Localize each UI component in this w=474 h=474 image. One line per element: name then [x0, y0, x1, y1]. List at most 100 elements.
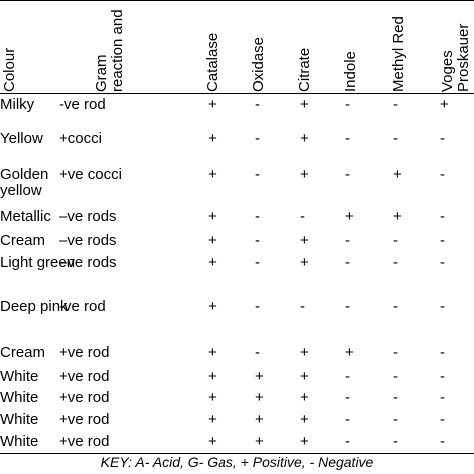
table-cell: +	[255, 433, 264, 450]
table-cell: +	[208, 208, 217, 225]
table-cell: +	[208, 411, 217, 428]
table-cell: +ve rod	[59, 389, 110, 406]
table-cell: +	[300, 368, 309, 385]
table-cell: –ve rods	[59, 208, 117, 225]
column-header-3: Oxidase	[250, 36, 267, 92]
table-cell: Light green	[0, 254, 76, 271]
header-bottom-rule	[0, 93, 474, 94]
table-cell: +	[300, 389, 309, 406]
table-cell: Deep pink	[0, 298, 68, 315]
table-cell: -	[440, 389, 445, 406]
column-header-4: Citrate	[296, 47, 313, 92]
table-cell: +	[440, 96, 449, 113]
table-cell: -	[440, 254, 445, 271]
table-cell: +ve rod	[59, 344, 110, 361]
table-bottom-rule	[0, 453, 474, 454]
table-cell: +	[208, 130, 217, 147]
table-cell: -	[440, 130, 445, 147]
table-cell: -ve rod	[59, 298, 106, 315]
table-cell: Cream	[0, 344, 46, 361]
column-header-1: Gram reaction and cell morphology	[94, 9, 122, 92]
table-cell: +	[345, 344, 354, 361]
table-cell: +	[300, 254, 309, 271]
table-cell: -	[300, 208, 305, 225]
table-cell: -	[393, 344, 398, 361]
table-cell: -	[255, 254, 260, 271]
table-cell: +	[300, 411, 309, 428]
table-cell: -ve rod	[59, 96, 106, 113]
table-cell: +	[393, 166, 402, 183]
table-cell: -	[345, 130, 350, 147]
table-cell: -	[345, 232, 350, 249]
table-cell: +	[208, 232, 217, 249]
table-cell: +	[300, 433, 309, 450]
table-cell: -	[255, 232, 260, 249]
column-header-0: Colour	[1, 47, 18, 92]
table-cell: +	[300, 166, 309, 183]
table-cell: +ve rod	[59, 433, 110, 450]
table-cell: +	[208, 96, 217, 113]
table-cell: +	[255, 368, 264, 385]
table-cell: -	[440, 208, 445, 225]
table-cell: -	[345, 166, 350, 183]
table-cell: Golden yellow	[0, 166, 49, 199]
table-cell: -	[255, 298, 260, 315]
column-header-2: Catalase	[204, 32, 221, 92]
table-cell: –ve rods	[59, 254, 117, 271]
table-cell: -	[255, 130, 260, 147]
table-cell: –ve rods	[59, 232, 117, 249]
table-cell: -	[393, 232, 398, 249]
table-cell: Yellow	[0, 130, 43, 147]
table-cell: Metallic	[0, 208, 51, 225]
table-cell: Milky	[0, 96, 35, 113]
table-key: KEY: A- Acid, G- Gas, + Positive, - Nega…	[100, 454, 374, 470]
table-cell: -	[345, 254, 350, 271]
table-cell: +	[208, 389, 217, 406]
table-cell: -	[440, 344, 445, 361]
table-cell: -	[345, 368, 350, 385]
table-cell: -	[393, 254, 398, 271]
table-cell: -	[393, 389, 398, 406]
table-cell: White	[0, 411, 39, 428]
table-cell: -	[300, 298, 305, 315]
table-cell: -	[440, 232, 445, 249]
table-cell: +	[300, 344, 309, 361]
table-cell: -	[393, 96, 398, 113]
table-cell: -	[393, 411, 398, 428]
table-cell: -	[440, 433, 445, 450]
table-top-rule	[0, 0, 474, 1]
table-cell: -	[440, 411, 445, 428]
table-cell: -	[255, 166, 260, 183]
table-cell: -	[255, 208, 260, 225]
table-cell: +	[208, 344, 217, 361]
table-cell: -	[393, 433, 398, 450]
table-cell: +	[208, 368, 217, 385]
table-cell: -	[345, 411, 350, 428]
table-cell: -	[393, 298, 398, 315]
table-cell: -	[440, 166, 445, 183]
table-cell: -	[440, 298, 445, 315]
table-cell: -	[393, 130, 398, 147]
table-cell: +	[345, 208, 354, 225]
column-header-6: Methyl Red	[391, 16, 407, 92]
table-cell: -	[345, 96, 350, 113]
table-cell: Cream	[0, 232, 46, 249]
table-cell: White	[0, 368, 39, 385]
table-cell: -	[255, 96, 260, 113]
table-cell: +	[300, 130, 309, 147]
table-cell: -	[255, 344, 260, 361]
table-cell: +	[255, 389, 264, 406]
table-cell: +ve rod	[59, 411, 110, 428]
table-cell: +	[208, 433, 217, 450]
table-cell: +	[255, 411, 264, 428]
table-cell: +	[208, 166, 217, 183]
table-cell: -	[393, 368, 398, 385]
table-cell: +	[393, 208, 402, 225]
column-header-7: Voges Proskauer	[440, 23, 472, 92]
table-cell: +cocci	[59, 130, 102, 147]
table-cell: White	[0, 433, 39, 450]
table-cell: +	[208, 254, 217, 271]
table-cell: -	[440, 368, 445, 385]
table-cell: +ve cocci	[59, 166, 122, 183]
